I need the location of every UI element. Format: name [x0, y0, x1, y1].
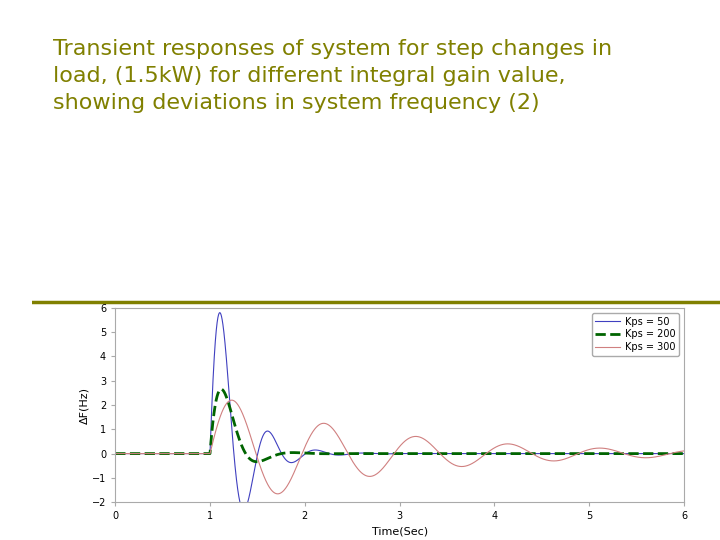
Line: Kps = 50: Kps = 50 — [115, 313, 684, 510]
Kps = 200 — [217, 386, 225, 393]
Kps = 200 — [246, 456, 254, 462]
Kps = 50 — [246, 489, 254, 496]
Kps = 200 — [117, 450, 126, 457]
Kps = 50 — [215, 309, 224, 316]
Kps = 300 — [117, 450, 126, 457]
Line: Kps = 200: Kps = 200 — [115, 389, 684, 462]
Kps = 300 — [613, 448, 622, 455]
Kps = 50 — [111, 450, 120, 457]
Kps = 200 — [539, 450, 547, 457]
Kps = 50 — [613, 450, 622, 457]
Y-axis label: ΔF(Hz): ΔF(Hz) — [79, 387, 89, 423]
Legend: Kps = 50, Kps = 200, Kps = 300: Kps = 50, Kps = 200, Kps = 300 — [592, 313, 679, 356]
Kps = 200 — [111, 450, 120, 457]
Text: Transient responses of system for step changes in
load, (1.5kW) for different in: Transient responses of system for step c… — [53, 39, 612, 113]
Kps = 50 — [680, 450, 688, 457]
Kps = 300 — [228, 397, 236, 403]
Kps = 300 — [246, 431, 254, 437]
X-axis label: Time(Sec): Time(Sec) — [372, 527, 428, 537]
Kps = 300 — [539, 456, 547, 462]
Kps = 300 — [672, 449, 680, 455]
Kps = 300 — [111, 450, 120, 457]
Kps = 300 — [680, 448, 688, 454]
Kps = 50 — [239, 507, 248, 513]
Kps = 50 — [117, 450, 126, 457]
Kps = 200 — [680, 450, 688, 457]
Kps = 300 — [274, 491, 282, 497]
Kps = 50 — [672, 450, 680, 457]
Kps = 200 — [672, 450, 680, 457]
Kps = 50 — [539, 450, 547, 457]
Kps = 300 — [368, 472, 377, 479]
Line: Kps = 300: Kps = 300 — [115, 400, 684, 494]
Kps = 200 — [613, 450, 622, 457]
Kps = 200 — [368, 450, 377, 457]
Kps = 200 — [253, 458, 261, 465]
Kps = 50 — [368, 450, 377, 457]
